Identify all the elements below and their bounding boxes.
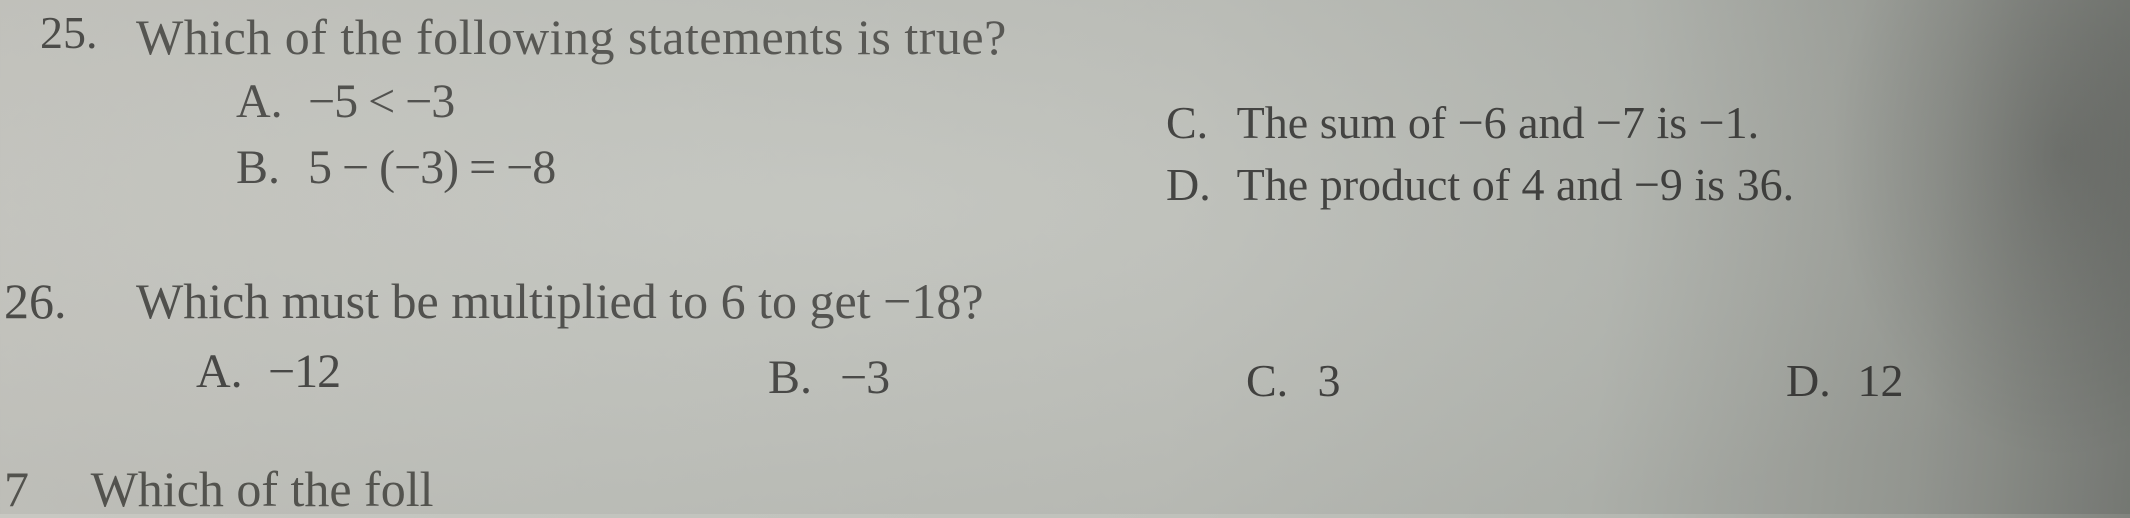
question-number: 25.	[40, 6, 98, 59]
option-b: B. −3	[768, 350, 889, 405]
option-text: 12	[1858, 355, 1904, 406]
question-stem: Which must be multiplied to 6 to get −18…	[136, 272, 984, 330]
option-c: C. 3	[1246, 354, 1341, 407]
question-stem: Which of the following statements is tru…	[136, 8, 1007, 66]
option-text: −12	[268, 345, 340, 398]
option-text: The product of 4 and −9 is 36.	[1237, 159, 1794, 210]
option-text: −3	[840, 351, 889, 404]
option-text: 5 − (−3) = −8	[308, 141, 555, 194]
option-text: The sum of −6 and −7 is −1.	[1237, 97, 1759, 148]
option-letter: A.	[196, 344, 256, 399]
question-stem-partial: Which of the foll	[91, 461, 434, 517]
option-text: 3	[1318, 355, 1341, 406]
option-d: D. The product of 4 and −9 is 36.	[1166, 158, 1794, 211]
question-number: 7	[4, 461, 29, 517]
option-c: C. The sum of −6 and −7 is −1.	[1166, 96, 1759, 149]
question-27-partial: 7 Which of the foll	[4, 460, 434, 518]
option-letter: C.	[1246, 354, 1306, 407]
worksheet-page: 25. Which of the following statements is…	[0, 0, 2130, 514]
shadow-overlay	[1790, 0, 2130, 514]
option-a: A. −12	[196, 344, 340, 399]
option-letter: B.	[236, 140, 296, 195]
option-letter: D.	[1166, 158, 1226, 211]
option-d: D. 12	[1786, 354, 1904, 407]
option-a: A. −5 < −3	[236, 74, 454, 129]
option-b: B. 5 − (−3) = −8	[236, 140, 555, 195]
option-letter: B.	[768, 350, 828, 405]
option-letter: D.	[1786, 354, 1846, 407]
option-letter: C.	[1166, 96, 1226, 149]
question-number: 26.	[4, 272, 67, 330]
option-letter: A.	[236, 74, 296, 129]
option-text: −5 < −3	[308, 75, 454, 128]
